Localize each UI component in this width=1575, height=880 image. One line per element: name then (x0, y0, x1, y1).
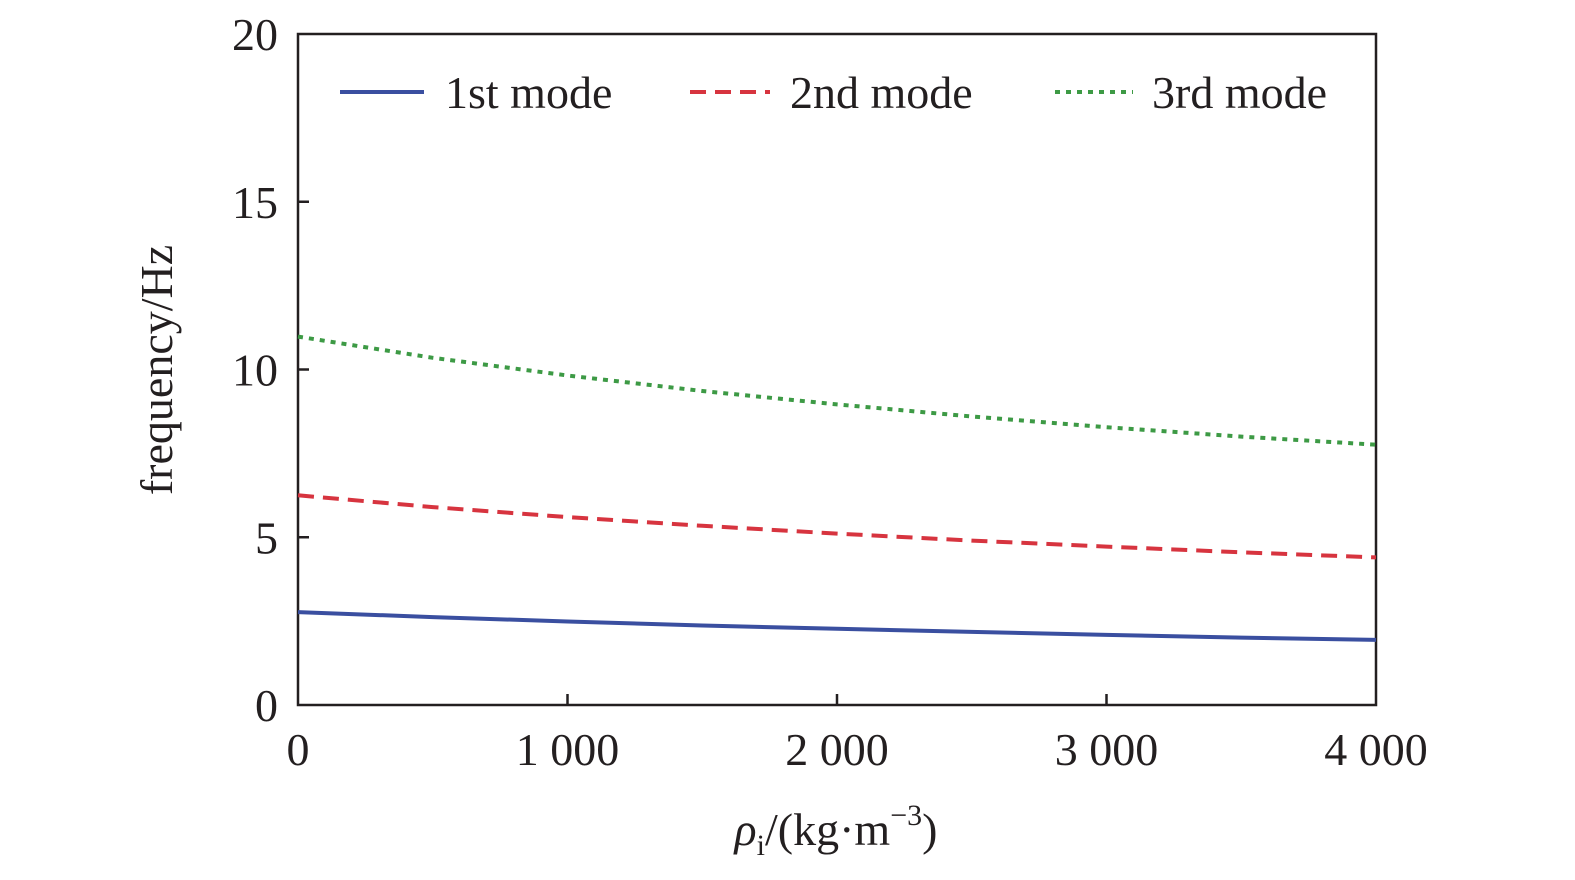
series-line-2 (297, 493, 1377, 560)
x-tick-label: 1 000 (516, 724, 620, 775)
legend-label-1: 1st mode (445, 67, 612, 118)
x-axis-subscript: i (757, 829, 765, 862)
series-line-3 (297, 334, 1377, 447)
x-axis-unit: /(kg·m (765, 804, 890, 855)
y-tick-label: 5 (255, 512, 278, 563)
y-tick-label: 20 (232, 9, 278, 60)
x-axis-unit-close: ) (922, 804, 937, 855)
y-tick-label: 15 (232, 177, 278, 228)
legend-label-3: 3rd mode (1152, 67, 1327, 118)
legend-label-2: 2nd mode (790, 67, 973, 118)
x-axis-unit-exponent: −3 (890, 799, 922, 832)
series-line-1 (297, 610, 1377, 642)
x-tick-label: 4 000 (1324, 724, 1428, 775)
x-tick-label: 2 000 (785, 724, 889, 775)
x-axis-title: ρi/(kg·m−3) (733, 799, 938, 862)
plot-frame (296, 32, 1378, 707)
x-tick-label: 3 000 (1055, 724, 1159, 775)
y-axis-title: frequency/Hz (131, 245, 182, 495)
y-tick-label: 10 (232, 345, 278, 396)
x-tick-label: 0 (287, 724, 310, 775)
y-tick-label: 0 (255, 680, 278, 731)
x-axis-symbol: ρ (733, 804, 757, 855)
